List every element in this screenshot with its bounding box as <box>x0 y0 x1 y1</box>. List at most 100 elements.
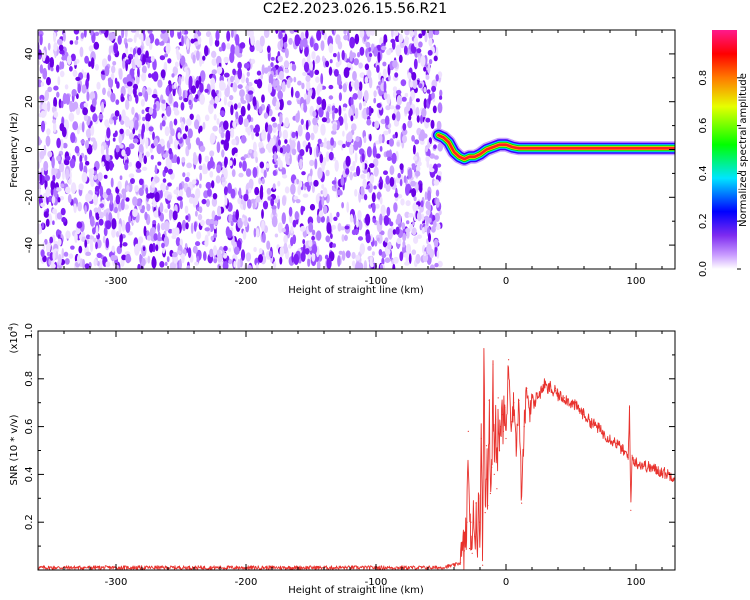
spectrogram-noise-cell <box>369 174 375 184</box>
spectrogram-noise-cell <box>212 193 218 200</box>
spectrogram-noise-cell <box>105 154 110 162</box>
spectrogram-noise-cell <box>173 82 177 89</box>
spectrogram-noise-cell <box>223 95 227 106</box>
spectrogram-noise-cell <box>417 55 421 64</box>
spectrogram-noise-cell <box>401 222 406 230</box>
spectrogram-noise-cell <box>170 158 177 163</box>
spectrogram-noise-cell <box>126 74 132 84</box>
spectrogram-noise-cell <box>92 113 98 123</box>
spectrogram-noise-cell <box>64 258 70 265</box>
spectrogram-noise-cell <box>359 72 366 79</box>
spectrogram-noise-cell <box>217 205 222 217</box>
spectrogram-noise-cell <box>304 93 308 100</box>
spectrogram-noise-cell <box>93 258 97 267</box>
spectrogram-noise-cell <box>214 39 220 47</box>
spectrogram-noise-cell <box>279 113 283 125</box>
snr-x-tick-label: -100 <box>365 577 388 588</box>
spectrogram-noise-cell <box>56 212 63 220</box>
spectrogram-noise-cell <box>187 141 192 150</box>
spectrogram-noise-cell <box>301 82 305 90</box>
spectrogram-noise-cell <box>176 250 182 255</box>
spectrogram-noise-cell <box>406 220 410 225</box>
spectrogram-noise-cell <box>410 89 416 100</box>
spectrogram-noise-cell <box>321 196 325 207</box>
spectrogram-noise-cell <box>195 80 200 89</box>
spectrogram-noise-cell <box>82 259 86 269</box>
spectrogram-noise-cell <box>374 240 378 247</box>
spectrogram-noise-cell <box>89 215 95 227</box>
spectrogram-noise-cell <box>371 251 375 256</box>
spectrogram-noise-cell <box>352 93 358 100</box>
snr-data-point <box>536 392 538 394</box>
spectrogram-noise-cell <box>137 240 142 252</box>
spectrogram-noise-cell <box>373 97 377 104</box>
spectrogram-noise-cell <box>334 159 339 172</box>
spectrogram-noise-cell <box>395 226 400 235</box>
spectrogram-noise-cell <box>125 221 131 233</box>
spectrogram-noise-cell <box>76 93 79 100</box>
spectrogram-noise-cell <box>321 98 327 111</box>
spectrogram-noise-cell <box>284 68 290 74</box>
spectrogram-noise-cell <box>410 180 416 187</box>
spectrogram-noise-cell <box>338 84 343 90</box>
spectrogram-noise-cell <box>124 30 128 39</box>
spectrogram-noise-cell <box>261 220 265 232</box>
spectrogram-noise-cell <box>401 96 407 102</box>
snr-data-point <box>541 387 544 389</box>
spectrogram-noise-cell <box>316 96 322 105</box>
spectrogram-noise-cell <box>312 244 318 254</box>
spectrogram-noise-cell <box>316 30 322 41</box>
spectrogram-noise-cell <box>195 241 201 247</box>
spectrogram-noise-cell <box>304 46 309 57</box>
spectrogram-noise-cell <box>169 30 175 38</box>
spectrogram-noise-cell <box>53 97 58 108</box>
spectrogram-noise-cell <box>373 46 378 57</box>
spectrogram-noise-cell <box>204 239 209 247</box>
spectrogram-noise-cell <box>154 191 160 203</box>
spectrogram-noise-cell <box>169 262 175 269</box>
spectrogram-noise-cell <box>57 238 62 246</box>
spectrogram-noise-cell <box>141 65 147 74</box>
snr-data-point <box>531 397 533 399</box>
spectrogram-noise <box>38 30 444 269</box>
spectrogram-noise-cell <box>330 145 334 152</box>
spectrogram-noise-cell <box>412 77 418 90</box>
spectrogram-noise-cell <box>211 50 217 59</box>
spectrogram-noise-cell <box>263 30 270 39</box>
spectrogram-noise-cell <box>409 81 414 88</box>
spectrogram-noise-cell <box>413 58 418 70</box>
spectrogram-noise-cell <box>408 253 412 264</box>
spectrogram-noise-cell <box>373 90 377 98</box>
colorbar-label: Normalized spectral amplitude <box>738 73 749 227</box>
spectrogram-ridge <box>431 128 675 167</box>
spectrogram-noise-cell <box>406 184 412 191</box>
spectrogram-noise-cell <box>242 160 247 172</box>
spectrogram-noise-cell <box>420 200 424 208</box>
spectrogram-noise-cell <box>375 153 381 159</box>
spectrogram-noise-cell <box>85 251 92 256</box>
spectrogram-noise-cell <box>205 181 212 190</box>
spectrogram-noise-cell <box>73 60 77 66</box>
spectrogram-noise-cell <box>255 39 261 52</box>
spectrogram-noise-cell <box>41 222 45 229</box>
spectrogram-noise-cell <box>53 30 59 33</box>
spectrogram-noise-cell <box>345 168 350 175</box>
spectrogram-noise-cell <box>187 247 192 259</box>
snr-data-point <box>628 406 631 409</box>
snr-data-point <box>476 545 478 547</box>
spectrogram-noise-cell <box>311 229 316 236</box>
spectrogram-noise-cell <box>435 223 441 231</box>
spectrogram-noise-cell <box>199 70 206 82</box>
spectrogram-noise-cell <box>397 172 402 179</box>
spectrogram-noise-cell <box>82 107 88 116</box>
spectrogram-noise-cell <box>407 72 412 80</box>
spectrogram-noise-cell <box>243 215 248 227</box>
spectrogram-noise-cell <box>406 229 410 239</box>
spectrogram-noise-cell <box>199 82 204 93</box>
spectrogram-noise-cell <box>83 72 88 78</box>
spectrogram-noise-cell <box>180 102 185 111</box>
spectrogram-noise-cell <box>328 66 333 76</box>
snr-data-point <box>489 492 491 495</box>
snr-data-point <box>466 521 468 523</box>
spectrogram-noise-cell <box>141 109 145 115</box>
